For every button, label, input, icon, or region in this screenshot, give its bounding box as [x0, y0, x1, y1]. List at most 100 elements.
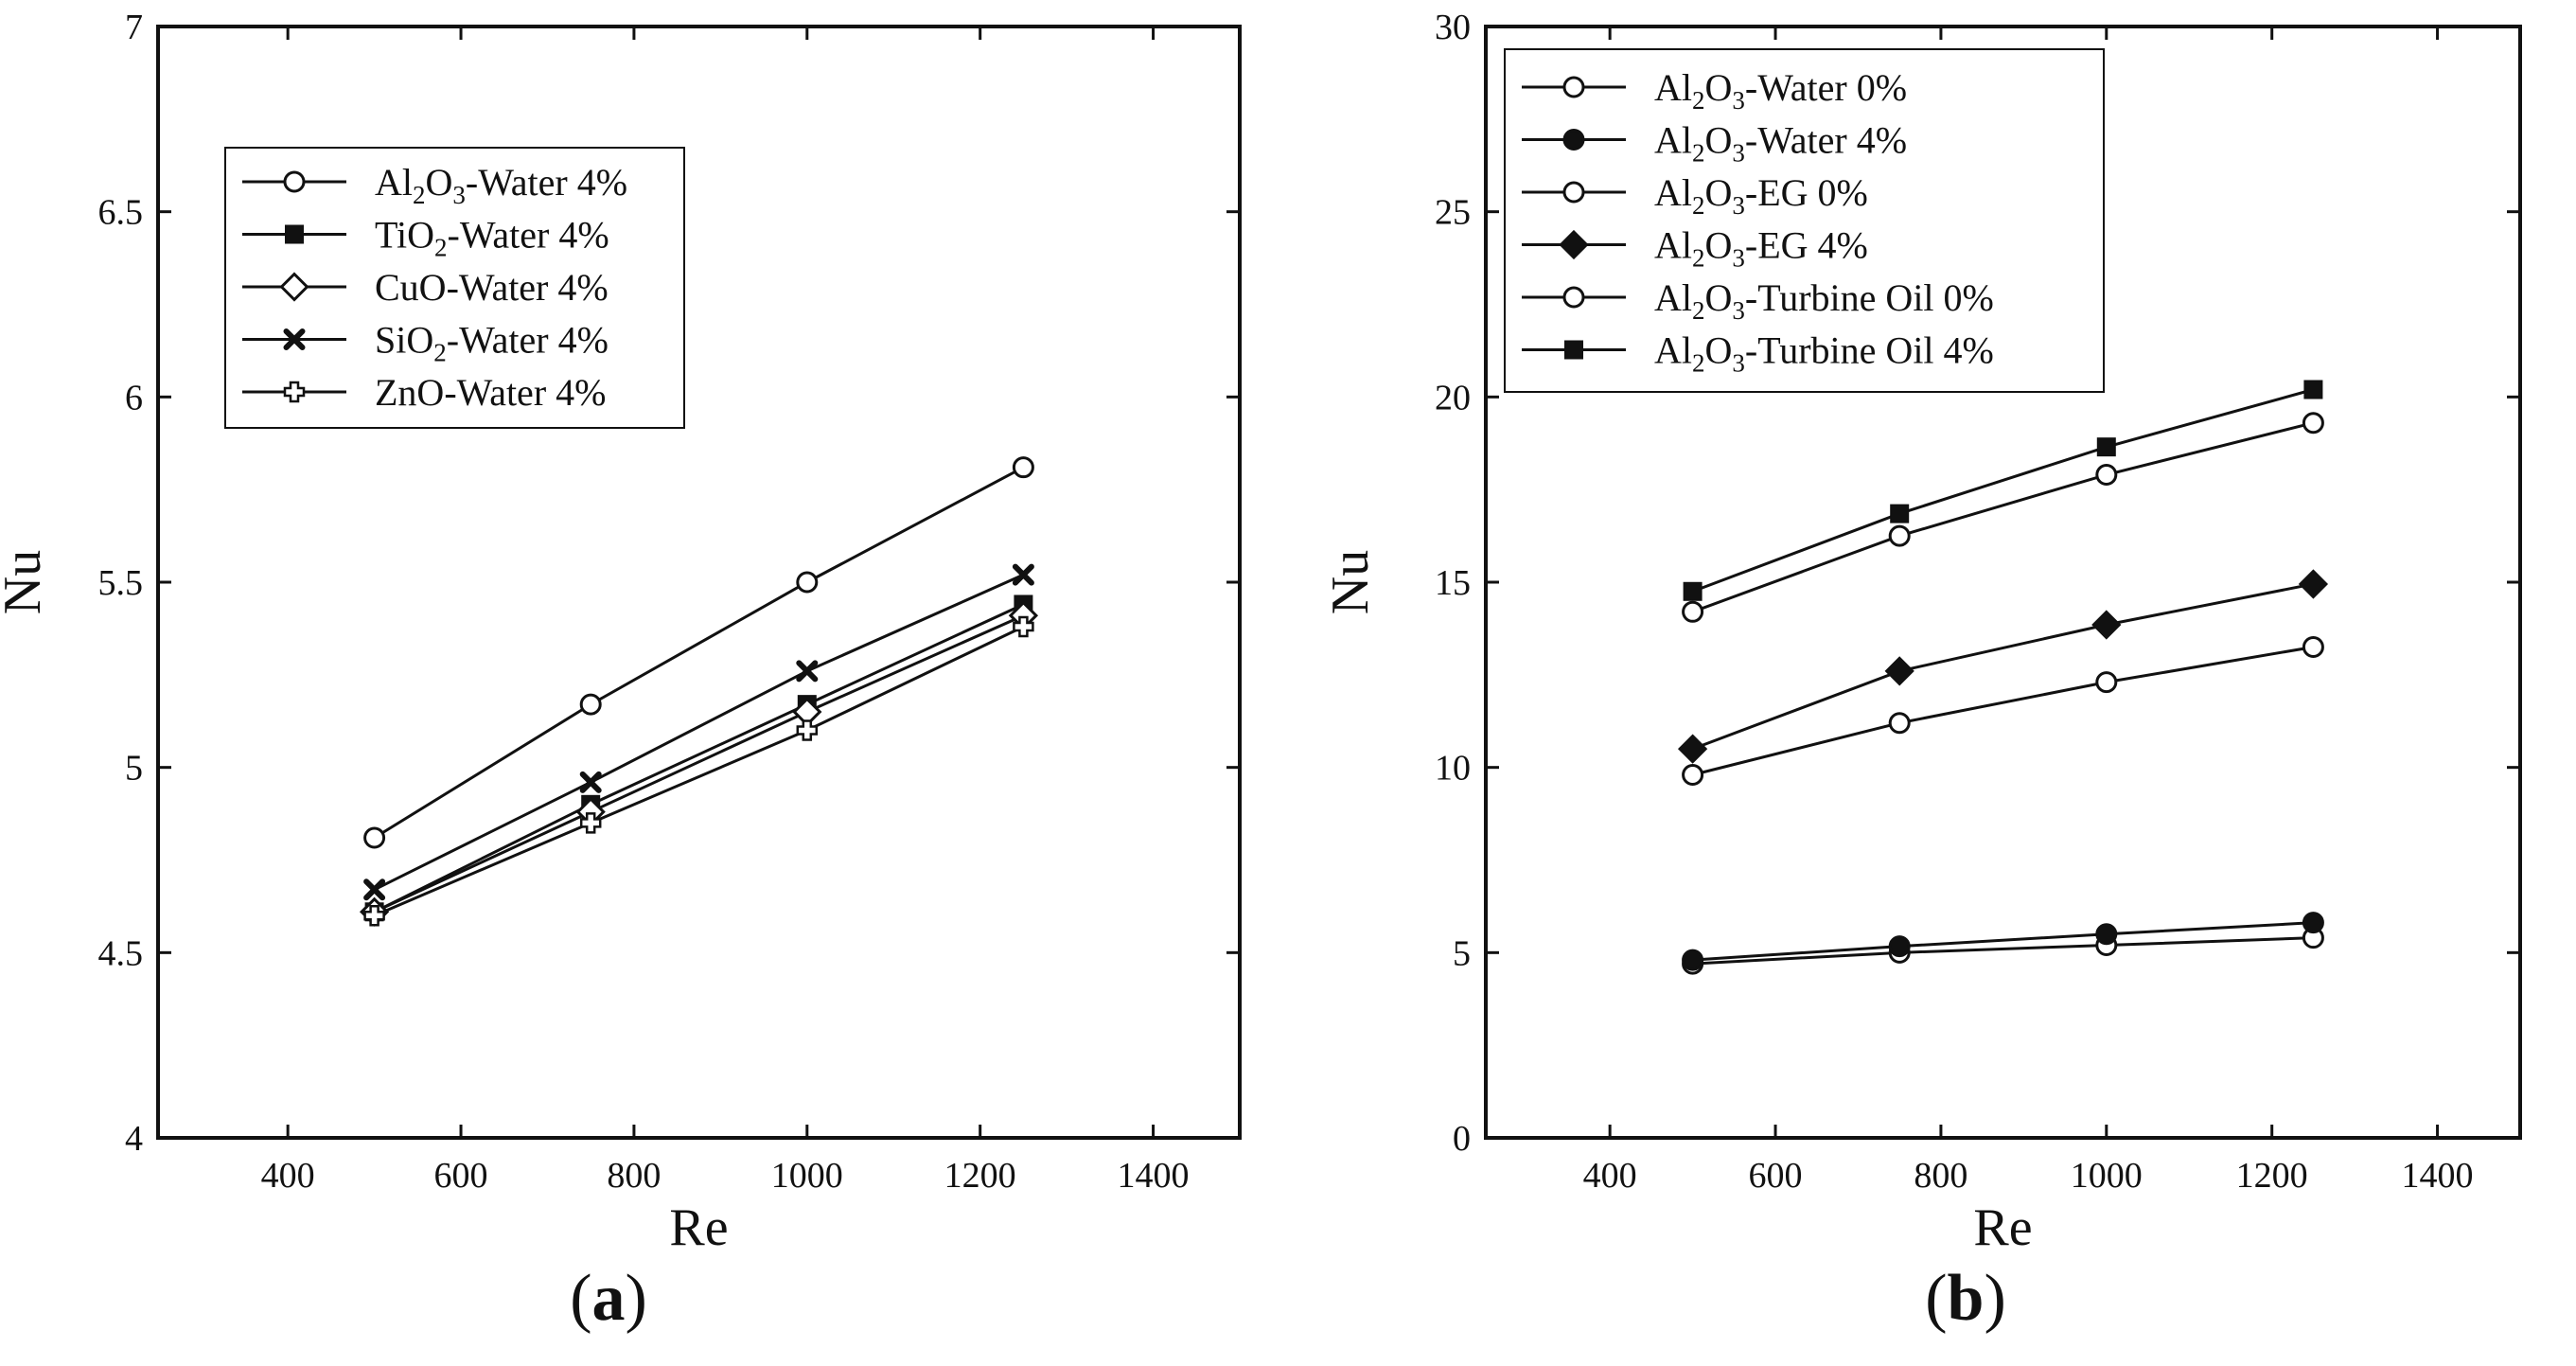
legend-label: Al2O3-Turbine Oil 0%: [1654, 276, 1994, 325]
data-point: [1012, 563, 1034, 586]
x-axis-label: Re: [1973, 1198, 2032, 1257]
legend-entry: Al2O3-EG 4%: [1522, 224, 1868, 273]
panel-paren: (: [570, 1262, 591, 1335]
legend-marker: [283, 170, 306, 193]
legend-entry: SiO2-Water 4%: [242, 319, 609, 367]
data-point: [2298, 569, 2329, 599]
legend-subscript: 3: [1732, 86, 1745, 115]
chart-panel-b: 400 600 800 1000 1200 1400051015202530ReNuAl2…: [1321, 8, 2522, 1335]
legend-text-part: Al: [1654, 329, 1692, 372]
data-point: [579, 693, 602, 716]
legend-label: CuO-Water 4%: [375, 266, 609, 309]
series-al2o3-eg-0-: [1682, 635, 2324, 786]
legend-entry: Al2O3-Turbine Oil 4%: [1522, 329, 1994, 378]
series-line: [373, 603, 1025, 914]
legend-label: Al2O3-Water 4%: [375, 161, 627, 209]
legend-subscript: 2: [433, 339, 447, 367]
x-tick-label: 1400: [2402, 1156, 2474, 1196]
legend-marker: [1562, 76, 1585, 98]
legend-text-part: O: [426, 161, 453, 204]
data-point: [363, 904, 385, 927]
legend-subscript: 2: [1692, 244, 1705, 273]
y-tick-label: 15: [1435, 563, 1471, 603]
legend-text-part: -EG 4%: [1745, 224, 1868, 267]
data-point: [1013, 615, 1034, 638]
x-axis-label: Re: [669, 1198, 728, 1257]
data-point: [2302, 412, 2324, 435]
panel-paren: ): [1984, 1262, 2005, 1335]
series-sio2-water-4-: [363, 563, 1034, 901]
data-point: [363, 878, 386, 901]
data-point: [1888, 935, 1911, 958]
legend-subscript: 3: [1732, 139, 1745, 168]
series-al2o3-turbine-oil-0-: [1682, 412, 2324, 623]
legend-text-part: TiO: [375, 214, 434, 257]
legend-marker: [279, 272, 309, 302]
panel-paren: ): [626, 1262, 647, 1335]
y-tick-label: 7: [125, 8, 143, 47]
y-tick-label: 25: [1435, 193, 1471, 233]
data-point: [796, 660, 819, 683]
y-tick-label: 5: [1453, 933, 1471, 973]
series-al2o3-turbine-oil-4-: [1683, 380, 2323, 601]
y-tick-label: 0: [1453, 1119, 1471, 1159]
legend-text-part: -Water 4%: [466, 161, 627, 204]
series-line: [373, 573, 1025, 892]
legend-marker: [285, 224, 304, 244]
series-line: [1692, 936, 2314, 966]
legend-label: Al2O3-Water 0%: [1654, 66, 1907, 115]
data-point: [1888, 712, 1911, 735]
data-point: [1682, 763, 1704, 786]
legend-text-part: -Water 0%: [1745, 66, 1907, 109]
series-line: [373, 613, 1025, 914]
legend-text-part: O: [1705, 329, 1733, 372]
legend-entry: CuO-Water 4%: [242, 266, 609, 309]
y-tick-label: 6: [125, 378, 143, 417]
x-tick-label: 800: [607, 1156, 661, 1196]
data-point: [363, 826, 386, 849]
y-tick-label: 20: [1435, 378, 1471, 417]
series-line: [1692, 388, 2314, 594]
legend-text-part: -EG 0%: [1745, 171, 1868, 214]
legend-text-part: Al: [1654, 171, 1692, 214]
legend-text-part: CuO-Water 4%: [375, 266, 609, 309]
legend-subscript: 3: [1732, 296, 1745, 325]
legend-text-part: -Water 4%: [447, 319, 609, 362]
y-tick-label: 6.5: [98, 193, 144, 233]
panel-label: (a): [570, 1262, 647, 1335]
y-tick-label: 5: [125, 749, 143, 789]
data-point: [2091, 610, 2122, 640]
legend-text-part: Al: [1654, 224, 1692, 267]
legend-text-part: Al: [1654, 119, 1692, 162]
series-al2o3-water-4-: [363, 456, 1034, 849]
data-point: [1682, 600, 1704, 623]
x-tick-label: 1000: [771, 1156, 843, 1196]
panel-label: (b): [1925, 1262, 2006, 1335]
series-line: [1692, 921, 2314, 962]
legend: Al2O3-Water 0%Al2O3-Water 4%Al2O3-EG 0%A…: [1504, 48, 2105, 393]
legend-marker: [1562, 286, 1585, 309]
legend-text-part: -Water 4%: [448, 214, 609, 257]
series-zno-water-4-: [363, 615, 1034, 927]
y-tick-label: 4: [125, 1119, 143, 1159]
legend-text-part: O: [1705, 171, 1733, 214]
legend-subscript: 2: [1692, 86, 1705, 115]
legend-text-part: -Turbine Oil 0%: [1745, 276, 1994, 319]
legend-subscript: 3: [1732, 191, 1745, 220]
x-tick-label: 600: [434, 1156, 488, 1196]
legend-text-part: O: [1705, 119, 1733, 162]
data-point: [579, 812, 602, 834]
legend-entry: Al2O3-Turbine Oil 0%: [1522, 276, 1994, 325]
x-tick-label: 600: [1749, 1156, 1803, 1196]
legend-subscript: 3: [1732, 244, 1745, 273]
panel-letter: a: [592, 1262, 626, 1335]
data-point: [2095, 671, 2118, 694]
legend-entry: Al2O3-Water 4%: [242, 161, 627, 209]
legend-marker: [1564, 340, 1583, 360]
x-tick-label: 1200: [944, 1156, 1016, 1196]
legend-text-part: SiO: [375, 319, 433, 362]
data-point: [2302, 912, 2324, 934]
legend-marker: [1562, 181, 1585, 204]
legend-label: Al2O3-Water 4%: [1654, 119, 1907, 168]
legend-subscript: 2: [1692, 296, 1705, 325]
